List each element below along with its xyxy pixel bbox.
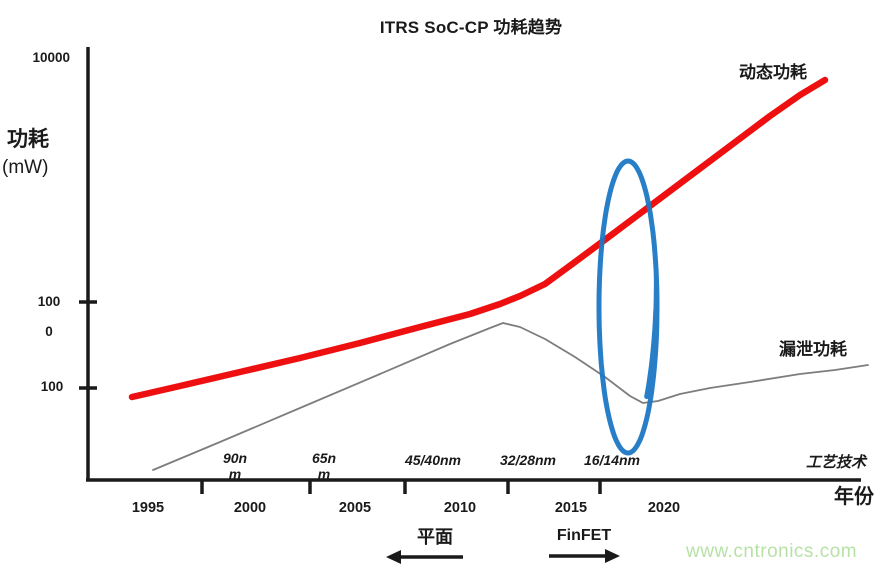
y-axis-unit-cn: 功耗 <box>7 128 49 151</box>
node-45-40nm: 45/40nm <box>404 452 462 468</box>
planar-label: 平面 <box>417 527 453 547</box>
x-tick-1995: 1995 <box>131 500 165 516</box>
x-tick-marks <box>200 480 602 494</box>
x-tick-2015: 2015 <box>554 500 588 516</box>
x-tick-2005: 2005 <box>338 500 372 516</box>
y-tick-1000-line2: 0 <box>45 324 53 340</box>
chart-title: ITRS SoC-CP 功耗趋势 <box>379 18 563 37</box>
y-tick-1000: 100 0 <box>28 294 70 339</box>
node-32-28nm: 32/28nm <box>499 452 557 468</box>
finfet-arrow <box>549 549 620 563</box>
x-tick-2010: 2010 <box>443 500 477 516</box>
node-65nm: 65n m <box>311 450 337 482</box>
x-tick-2000: 2000 <box>233 500 267 516</box>
y-tick-100: 100 <box>40 379 64 394</box>
highlight-ellipse <box>596 158 660 456</box>
y-tick-marks <box>79 300 97 390</box>
x-tick-2020: 2020 <box>647 500 681 516</box>
x-axis-title: 年份 <box>834 486 874 508</box>
process-technology-label: 工艺技术 <box>805 454 866 471</box>
node-90nm: 90n m <box>222 450 248 482</box>
planar-arrow <box>386 550 463 564</box>
y-tick-10000: 10000 <box>32 50 70 65</box>
y-tick-1000-line1: 100 <box>37 294 61 309</box>
leakage-power-line <box>152 322 869 471</box>
dynamic-power-label: 动态功耗 <box>739 63 807 82</box>
dynamic-power-line <box>128 76 829 401</box>
finfet-label: FinFET <box>556 527 612 544</box>
node-16-14nm: 16/14nm <box>583 452 641 468</box>
watermark: www.cntronics.com <box>686 541 858 562</box>
leakage-power-label: 漏泄功耗 <box>779 340 847 359</box>
y-axis-unit-mw: (mW) <box>2 157 49 178</box>
